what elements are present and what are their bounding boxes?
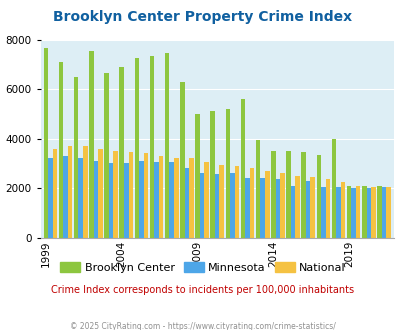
- Bar: [164, 53, 169, 238]
- Bar: [43, 48, 48, 238]
- Bar: [184, 168, 189, 238]
- Bar: [381, 187, 385, 238]
- Bar: [271, 151, 275, 238]
- Bar: [325, 180, 329, 238]
- Bar: [68, 146, 72, 238]
- Bar: [169, 162, 174, 238]
- Bar: [124, 163, 128, 238]
- Bar: [225, 109, 230, 238]
- Bar: [63, 156, 68, 238]
- Bar: [255, 140, 260, 238]
- Bar: [174, 158, 178, 238]
- Bar: [104, 73, 109, 238]
- Bar: [195, 114, 199, 238]
- Bar: [286, 151, 290, 238]
- Bar: [134, 58, 139, 238]
- Bar: [290, 185, 294, 238]
- Bar: [355, 185, 360, 238]
- Bar: [230, 173, 234, 238]
- Bar: [370, 187, 375, 238]
- Bar: [143, 153, 148, 238]
- Bar: [83, 146, 87, 238]
- Bar: [214, 175, 219, 238]
- Bar: [240, 99, 245, 238]
- Bar: [310, 177, 314, 238]
- Bar: [350, 188, 355, 238]
- Bar: [264, 171, 269, 238]
- Bar: [149, 56, 154, 238]
- Bar: [249, 168, 254, 238]
- Bar: [301, 152, 305, 238]
- Bar: [74, 77, 78, 238]
- Text: © 2025 CityRating.com - https://www.cityrating.com/crime-statistics/: © 2025 CityRating.com - https://www.city…: [70, 322, 335, 330]
- Bar: [385, 187, 390, 238]
- Legend: Brooklyn Center, Minnesota, National: Brooklyn Center, Minnesota, National: [56, 258, 349, 278]
- Bar: [154, 162, 158, 238]
- Bar: [98, 148, 102, 238]
- Bar: [94, 161, 98, 238]
- Bar: [89, 51, 94, 238]
- Bar: [361, 185, 366, 238]
- Bar: [180, 82, 184, 238]
- Bar: [199, 173, 204, 238]
- Bar: [128, 152, 133, 238]
- Bar: [139, 161, 143, 238]
- Bar: [119, 67, 124, 238]
- Bar: [204, 162, 208, 238]
- Bar: [158, 156, 163, 238]
- Bar: [331, 139, 335, 238]
- Bar: [53, 148, 57, 238]
- Bar: [346, 185, 350, 238]
- Bar: [316, 155, 320, 238]
- Bar: [234, 166, 239, 238]
- Bar: [78, 158, 83, 238]
- Bar: [275, 180, 279, 238]
- Bar: [294, 176, 299, 238]
- Bar: [305, 181, 310, 238]
- Bar: [113, 151, 117, 238]
- Bar: [219, 165, 224, 238]
- Bar: [260, 178, 264, 238]
- Bar: [59, 62, 63, 238]
- Bar: [245, 178, 249, 238]
- Bar: [340, 182, 345, 238]
- Bar: [189, 158, 193, 238]
- Bar: [109, 163, 113, 238]
- Bar: [210, 112, 214, 238]
- Text: Crime Index corresponds to incidents per 100,000 inhabitants: Crime Index corresponds to incidents per…: [51, 285, 354, 295]
- Bar: [279, 173, 284, 238]
- Bar: [48, 158, 53, 238]
- Bar: [335, 187, 340, 238]
- Text: Brooklyn Center Property Crime Index: Brooklyn Center Property Crime Index: [53, 10, 352, 24]
- Bar: [366, 188, 370, 238]
- Bar: [376, 185, 381, 238]
- Bar: [320, 187, 325, 238]
